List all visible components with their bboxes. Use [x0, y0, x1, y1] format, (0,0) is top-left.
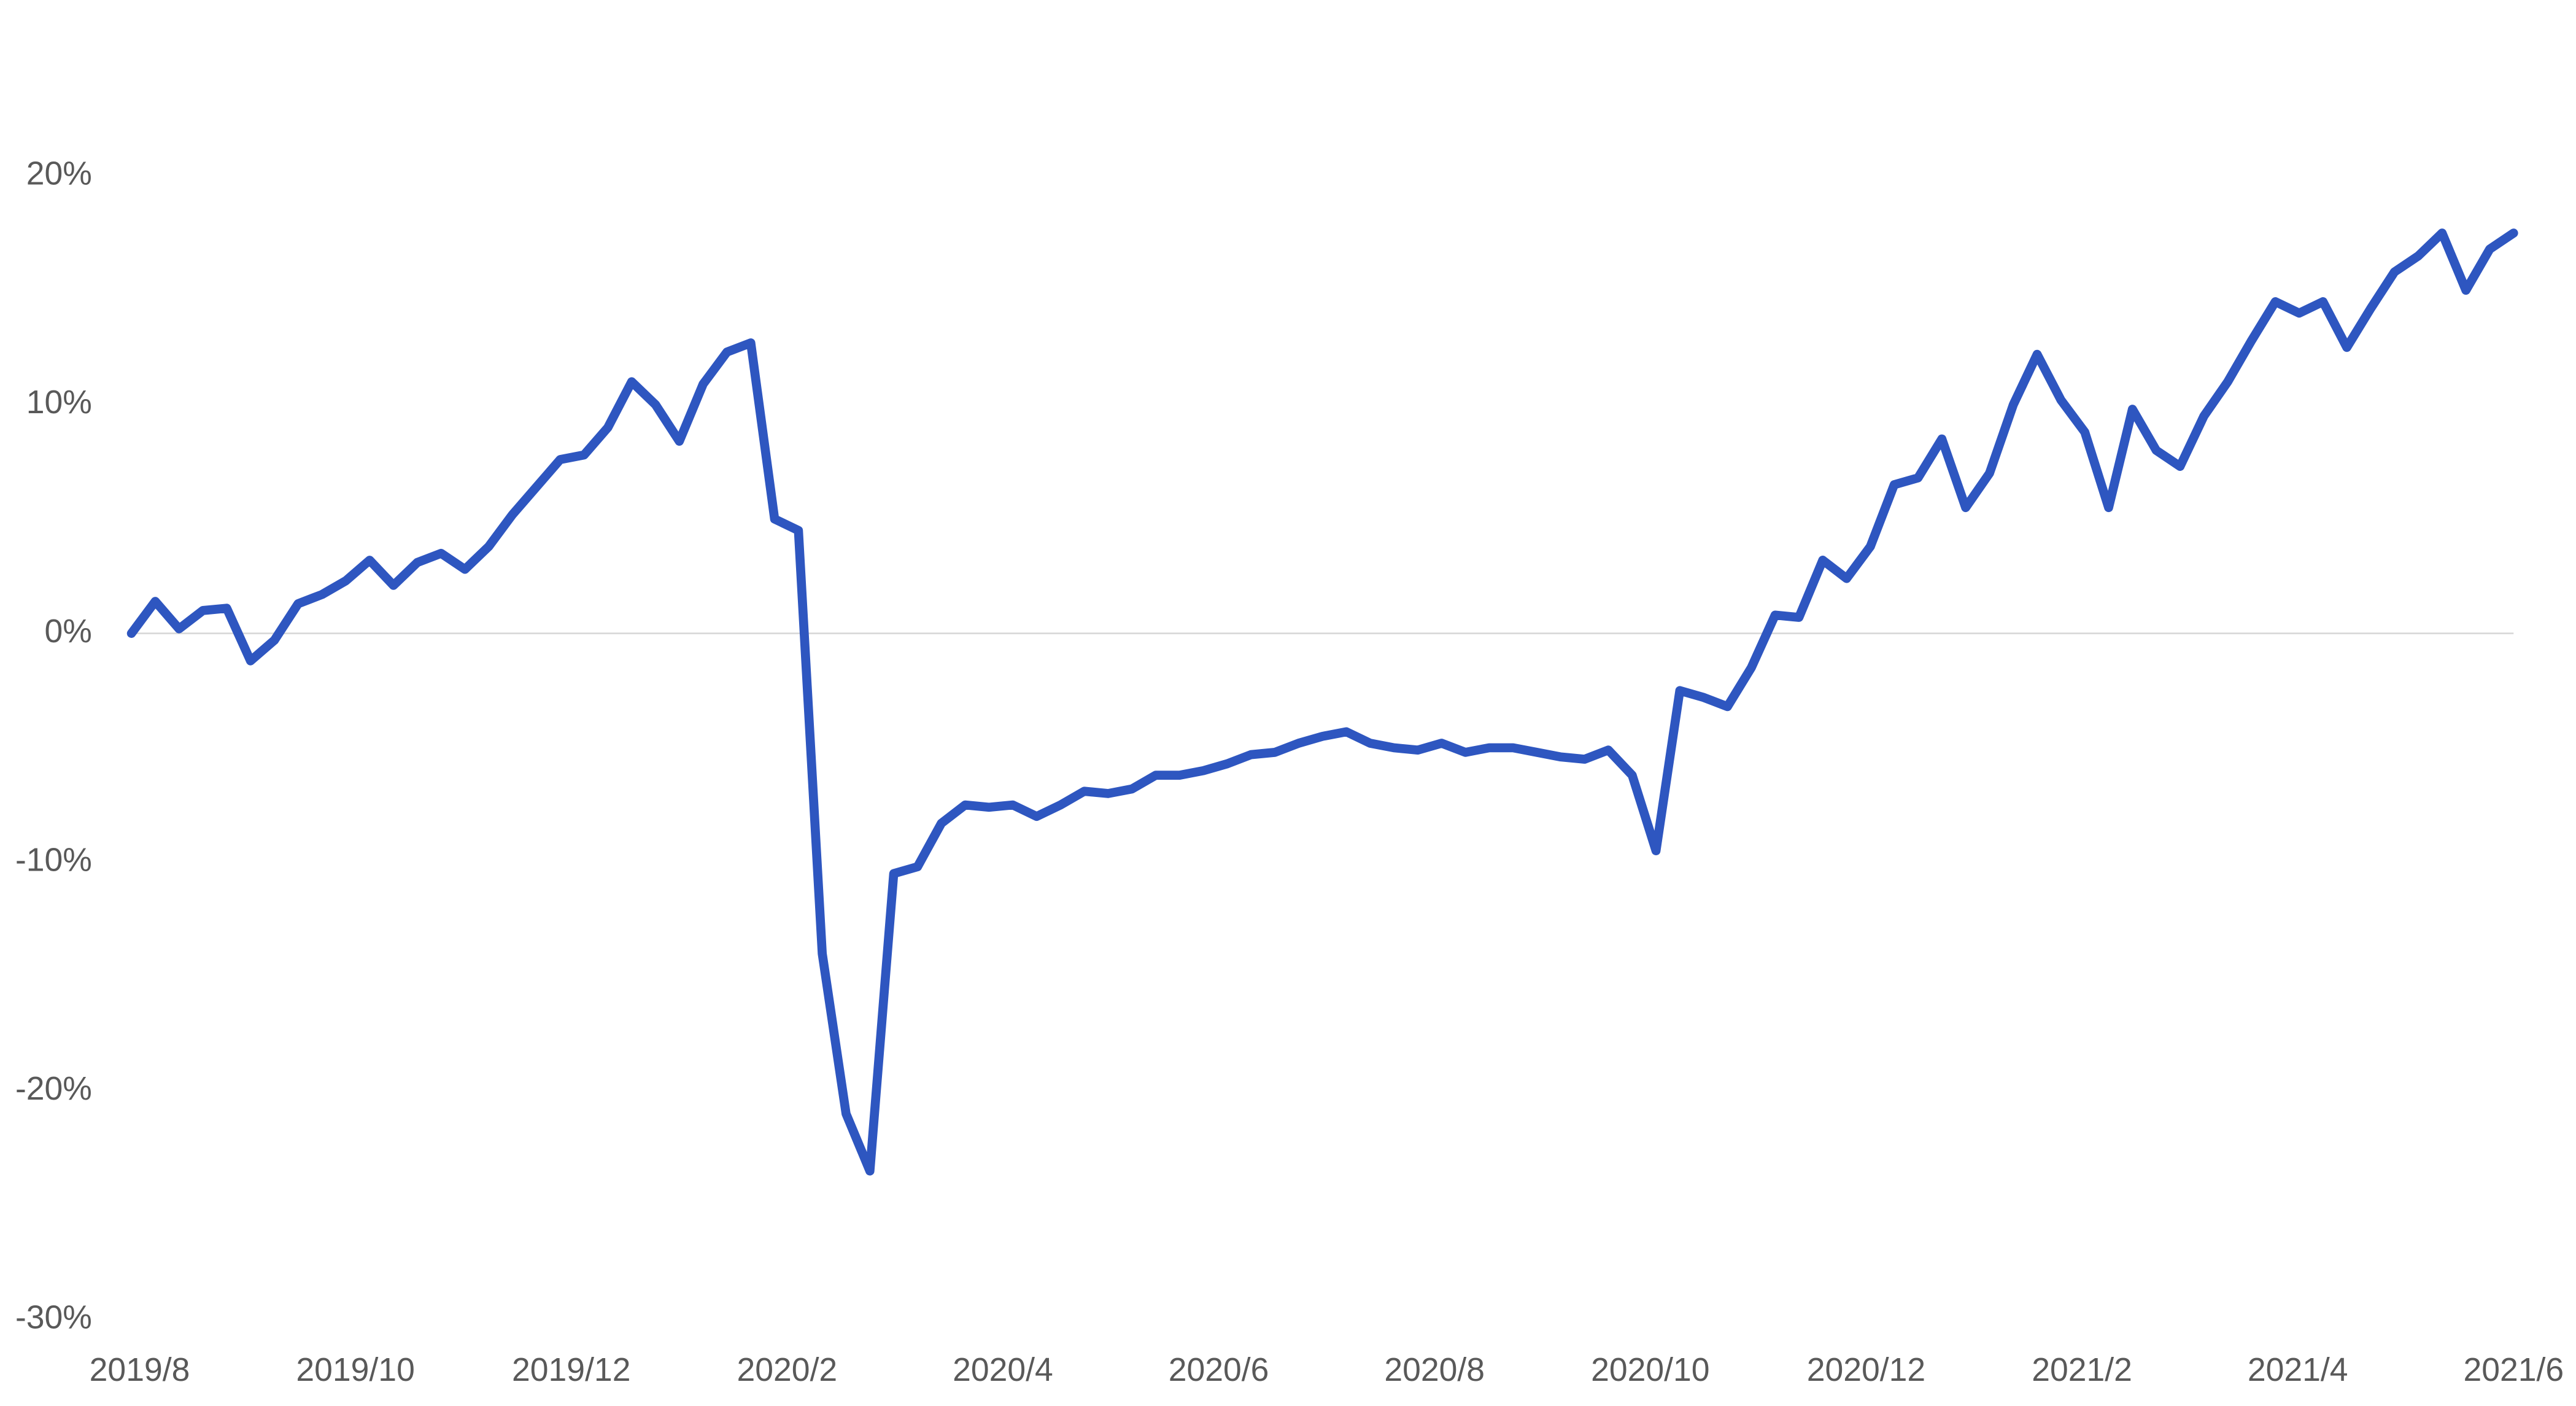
- x-tick-label: 2020/4: [953, 1352, 1053, 1388]
- x-tick-label: 2020/6: [1169, 1352, 1269, 1388]
- x-tick-label: 2020/2: [737, 1352, 838, 1388]
- x-tick-label: 2021/4: [2248, 1352, 2348, 1388]
- data-line: [126, 228, 2518, 1176]
- x-tick-label: 2021/2: [2032, 1352, 2132, 1388]
- y-tick-label: 20%: [26, 156, 92, 192]
- x-tick-label: 2020/10: [1591, 1352, 1709, 1388]
- x-tick-label: 2020/8: [1384, 1352, 1485, 1388]
- x-tick-label: 2021/6: [2463, 1352, 2564, 1388]
- x-tick-label: 2019/8: [90, 1352, 190, 1388]
- x-tick-label: 2020/12: [1807, 1352, 1925, 1388]
- y-tick-label: -10%: [15, 842, 92, 878]
- y-tick-label: -20%: [15, 1071, 92, 1107]
- y-tick-label: -30%: [15, 1300, 92, 1336]
- y-tick-label: 0%: [45, 613, 92, 650]
- x-tick-label: 2019/10: [296, 1352, 414, 1388]
- x-tick-label: 2019/12: [512, 1352, 630, 1388]
- y-tick-label: 10%: [26, 384, 92, 421]
